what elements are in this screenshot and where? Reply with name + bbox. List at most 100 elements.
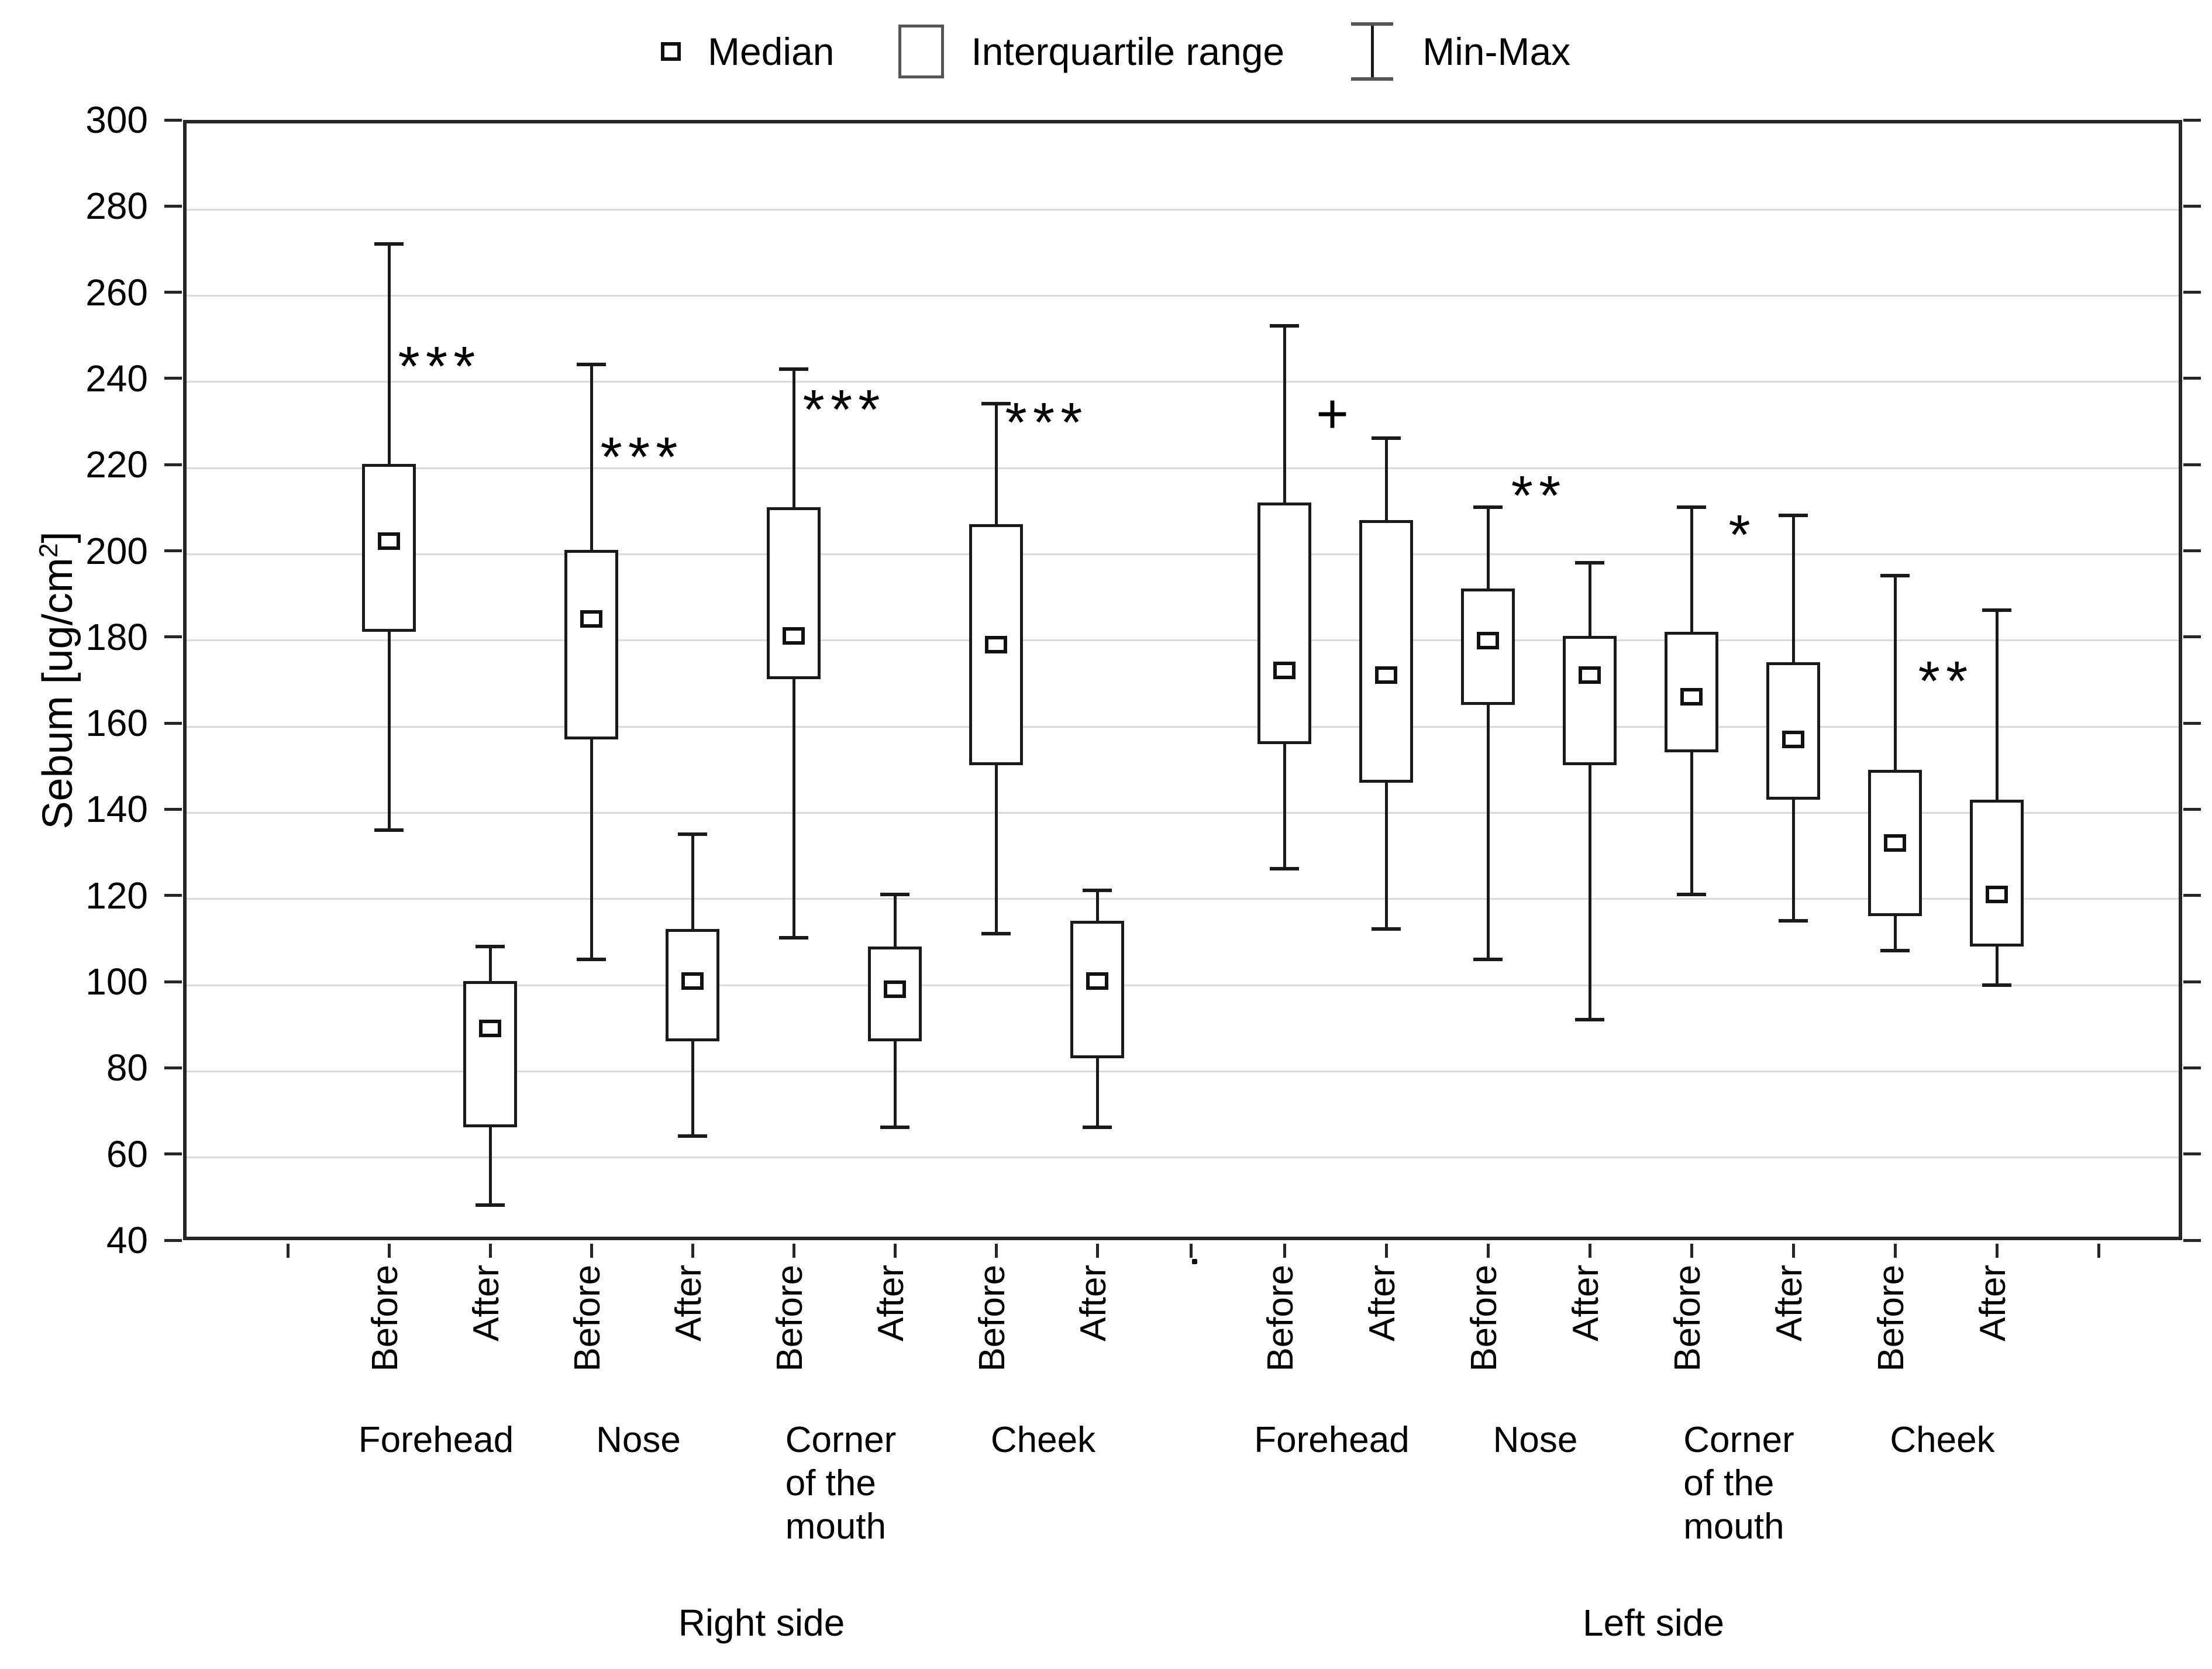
y-axis-tick-left bbox=[164, 721, 182, 725]
y-axis-tick-right bbox=[2183, 1238, 2201, 1242]
min-cap bbox=[577, 957, 606, 961]
y-tick-label: 40 bbox=[106, 1219, 148, 1261]
whisker-line bbox=[1371, 22, 1374, 81]
group-label-line: of the bbox=[785, 1463, 876, 1503]
gridline bbox=[187, 1157, 2179, 1159]
group-label: Cheek bbox=[1790, 1419, 2094, 1462]
min-cap bbox=[1880, 949, 1910, 953]
group-label-line: of the bbox=[1683, 1463, 1775, 1503]
y-axis-tick-left bbox=[164, 1152, 182, 1156]
y-axis-tick-right bbox=[2183, 377, 2201, 380]
gridline bbox=[187, 553, 2179, 556]
max-cap bbox=[779, 367, 808, 371]
x-axis-tick bbox=[1283, 1244, 1286, 1258]
gridline bbox=[187, 639, 2179, 642]
max-cap bbox=[880, 893, 909, 897]
y-axis-tick-right bbox=[2183, 1066, 2201, 1069]
x-axis-tick-empty bbox=[286, 1244, 290, 1258]
significance-marker: ** bbox=[1511, 464, 1567, 528]
y-axis-tick-left bbox=[164, 377, 182, 380]
group-label-lines: Cheek bbox=[1890, 1419, 1994, 1462]
whisker-bottom-cap bbox=[1351, 77, 1394, 81]
y-axis-tick-right bbox=[2183, 1152, 2201, 1156]
max-cap bbox=[1880, 574, 1910, 578]
gridline bbox=[187, 725, 2179, 728]
max-cap bbox=[1575, 561, 1604, 565]
min-cap bbox=[779, 936, 808, 940]
y-axis-tick-right bbox=[2183, 635, 2201, 639]
max-cap bbox=[374, 242, 404, 246]
significance-marker: *** bbox=[1005, 391, 1088, 455]
legend-label: Interquartile range bbox=[971, 30, 1285, 73]
legend-label: Median bbox=[708, 30, 835, 73]
y-axis-tick-left bbox=[164, 204, 182, 208]
significance-marker: *** bbox=[398, 335, 481, 398]
max-cap bbox=[1677, 505, 1706, 509]
min-cap bbox=[981, 931, 1011, 935]
x-axis-tick bbox=[1995, 1244, 1999, 1258]
x-axis-tick bbox=[590, 1244, 593, 1258]
y-axis-label-suffix: ] bbox=[35, 531, 81, 543]
significance-marker: + bbox=[1315, 383, 1355, 446]
y-axis-tick-left bbox=[164, 291, 182, 294]
group-label-line: Forehead bbox=[358, 1420, 514, 1460]
group-label: Nose bbox=[487, 1419, 791, 1462]
group-label: Forehead bbox=[284, 1419, 588, 1462]
x-axis-tick bbox=[792, 1244, 795, 1258]
group-label-lines: Nose bbox=[596, 1419, 681, 1462]
min-cap bbox=[374, 828, 404, 832]
min-cap bbox=[1083, 1126, 1112, 1130]
group-label-line: Forehead bbox=[1254, 1420, 1410, 1460]
gridline bbox=[187, 811, 2179, 814]
x-tick-label-after: After bbox=[1362, 1265, 1403, 1341]
gridline bbox=[187, 381, 2179, 383]
group-label-lines: Corner of the mouth bbox=[1683, 1419, 1794, 1548]
x-axis-tick bbox=[994, 1244, 998, 1258]
gridline bbox=[187, 1070, 2179, 1072]
min-cap bbox=[880, 1126, 909, 1130]
x-axis-tick bbox=[1791, 1244, 1795, 1258]
legend-label: Min-Max bbox=[1422, 30, 1571, 73]
x-axis-tick bbox=[691, 1244, 694, 1258]
max-cap bbox=[476, 944, 505, 948]
median-marker bbox=[1086, 972, 1108, 990]
group-label: Cheek bbox=[891, 1419, 1195, 1462]
plot-area: *** *** *** *** + ** * ** bbox=[183, 120, 2182, 1258]
group-label-line: mouth bbox=[1683, 1506, 1784, 1547]
interquartile-box-icon bbox=[898, 25, 945, 78]
minmax-whisker bbox=[1588, 563, 1591, 1020]
interquartile-box bbox=[463, 980, 517, 1128]
minmax-whisker bbox=[1995, 610, 1999, 986]
legend-item: Interquartile range bbox=[898, 25, 1349, 78]
x-axis-tick-empty bbox=[1189, 1244, 1193, 1258]
median-marker bbox=[378, 532, 400, 550]
x-tick-label-after: After bbox=[669, 1265, 709, 1341]
y-axis-tick-left bbox=[164, 807, 182, 811]
min-cap bbox=[1982, 983, 2011, 987]
group-label-line: Corner bbox=[1683, 1420, 1794, 1460]
x-tick-label-before: Before bbox=[770, 1265, 810, 1372]
y-axis-label-text: Sebum [ug/cm bbox=[35, 557, 81, 830]
y-tick-label: 260 bbox=[85, 271, 148, 314]
y-axis-tick-right bbox=[2183, 291, 2201, 294]
max-cap bbox=[1473, 505, 1503, 509]
median-marker bbox=[884, 980, 906, 999]
x-tick-label-after: After bbox=[871, 1265, 911, 1341]
gap-dot bbox=[1192, 1259, 1197, 1264]
y-tick-label: 240 bbox=[85, 357, 148, 400]
median-square-icon bbox=[661, 42, 681, 61]
x-tick-label-before: Before bbox=[365, 1265, 405, 1372]
x-tick-label-before: Before bbox=[972, 1265, 1012, 1372]
group-label: Forehead bbox=[1180, 1419, 1484, 1462]
group-label-line: Nose bbox=[1493, 1420, 1578, 1460]
legend: Median Interquartile range Min-Max bbox=[661, 22, 1635, 81]
minmax-whisker bbox=[1486, 507, 1490, 959]
median-marker bbox=[1680, 687, 1703, 706]
y-axis-tick-left bbox=[164, 635, 182, 639]
y-axis-tick-right bbox=[2183, 807, 2201, 811]
side-label: Left side bbox=[1583, 1602, 1724, 1644]
x-axis-tick bbox=[1095, 1244, 1099, 1258]
y-tick-label: 100 bbox=[85, 961, 148, 1003]
y-tick-label: 300 bbox=[85, 99, 148, 141]
median-marker bbox=[479, 1019, 501, 1037]
